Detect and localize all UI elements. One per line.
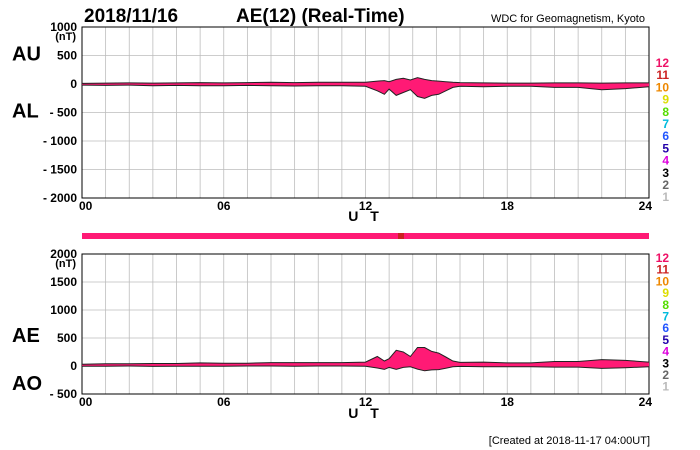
series-line-al (81, 84, 650, 99)
x-tick-label: 12 (359, 395, 373, 409)
y-tick-label: - 1500 (43, 163, 77, 177)
legend-entry: 12 (656, 251, 670, 265)
legend-entry: 4 (662, 345, 669, 359)
legend-entry: 5 (662, 333, 669, 347)
y-tick-label: 500 (57, 331, 77, 345)
source-label: WDC for Geomagnetism, Kyoto (491, 13, 645, 25)
legend-entry: 1 (662, 190, 669, 204)
panel-1: 1000 500 0 - 500 - 1000 - 1500 - 2000 (nT) 00 06 1… (12, 20, 669, 224)
unit-label: (nT) (55, 258, 76, 270)
y-tick-label: - 2000 (43, 191, 77, 205)
legend-entry: 10 (656, 80, 670, 94)
legend-entry: 6 (662, 321, 669, 335)
plot-frame (81, 26, 650, 199)
x-tick-label: 00 (79, 199, 93, 213)
x-tick-label: 12 (359, 199, 373, 213)
date-label: 2018/11/16 (84, 6, 178, 27)
legend-entry: 7 (662, 117, 669, 131)
y-tick-label: - 1000 (43, 134, 77, 148)
legend-entry: 2 (662, 368, 669, 382)
legend-entry: 8 (662, 298, 669, 312)
x-tick-label: 24 (639, 199, 653, 213)
y-tick-label: 0 (70, 359, 77, 373)
legend-entry: 4 (662, 154, 669, 168)
legend-entry: 11 (656, 263, 669, 277)
x-tick-label: 06 (217, 395, 231, 409)
legend-entry: 5 (662, 141, 669, 155)
x-axis-label: U T (348, 405, 383, 421)
legend-entry: 1 (662, 380, 669, 394)
y-tick-label: 1500 (50, 275, 77, 289)
legend-entry: 11 (656, 68, 669, 82)
data-coverage-mark (398, 233, 404, 239)
unit-label: (nT) (55, 31, 76, 43)
y-tick-label: - 500 (50, 387, 78, 401)
x-tick-label: 06 (217, 199, 231, 213)
x-tick-label: 24 (639, 395, 653, 409)
x-tick-label: 18 (501, 199, 515, 213)
y-tick-label: 1000 (50, 20, 77, 34)
legend-entry: 9 (662, 93, 669, 107)
series-label-au: AU (12, 44, 41, 66)
series-label-ao: AO (12, 373, 42, 395)
y-tick-label: 1000 (50, 303, 77, 317)
legend-entry: 3 (662, 166, 669, 180)
legend-entry: 12 (656, 56, 670, 70)
x-axis-label: U T (348, 208, 383, 224)
x-tick-label: 18 (501, 395, 515, 409)
chart-title: AE(12) (Real-Time) (236, 6, 405, 27)
y-tick-label: 500 (57, 49, 77, 63)
series-label-ae: AE (12, 325, 40, 347)
legend-entry: 10 (656, 274, 670, 288)
series-label-al: AL (12, 101, 39, 123)
series-line-ae (81, 347, 650, 365)
data-coverage-bar (82, 233, 649, 239)
legend-entry: 9 (662, 286, 669, 300)
y-tick-label: 0 (70, 77, 77, 91)
plot-frame (81, 253, 650, 395)
y-tick-label: - 500 (50, 106, 78, 120)
series-envelope-fill (82, 347, 649, 371)
legend-entry: 2 (662, 178, 669, 192)
legend-entry: 8 (662, 105, 669, 119)
series-line-ao (82, 365, 650, 372)
y-tick-label: 2000 (50, 247, 77, 261)
series-line-au (81, 77, 649, 84)
legend-entry: 6 (662, 129, 669, 143)
legend-entry: 7 (662, 310, 669, 324)
legend-entry: 3 (662, 356, 669, 370)
x-tick-label: 00 (79, 395, 93, 409)
created-label: [Created at 2018-11-17 04:00UT] (489, 435, 650, 447)
